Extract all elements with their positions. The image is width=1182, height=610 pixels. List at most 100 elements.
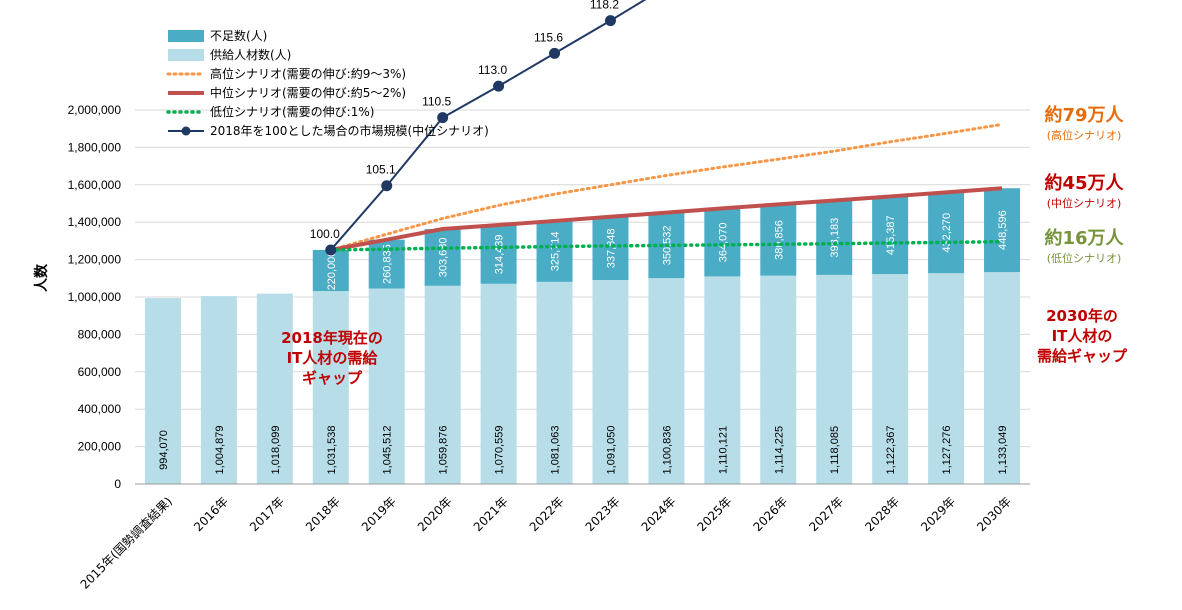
x-tick-label: 2018年 xyxy=(303,494,343,534)
legend-label: 高位シナリオ(需要の伸び:約9〜3%) xyxy=(210,66,406,81)
index-point xyxy=(604,15,616,27)
supply-value-label: 1,114,225 xyxy=(773,426,785,474)
shortage-value-label: 415,387 xyxy=(885,215,897,255)
low-scenario-caption: (低位シナリオ) xyxy=(1047,251,1122,265)
shortage-value-label: 398,183 xyxy=(829,218,841,258)
gap-2018-annotation: ギャップ xyxy=(302,369,363,387)
supply-value-label: 1,045,512 xyxy=(382,426,394,475)
high-scenario-total: 約79万人 xyxy=(1044,104,1124,126)
supply-value-label: 1,070,559 xyxy=(494,426,506,475)
low-scenario-total: 約16万人 xyxy=(1044,227,1124,249)
low-scenario-line xyxy=(329,239,1004,252)
x-tick-label: 2029年 xyxy=(918,494,958,534)
supply-bar xyxy=(480,283,517,484)
y-tick-label: 2,000,000 xyxy=(68,103,122,117)
shortage-bar xyxy=(704,208,741,277)
bars: 994,070 1,004,879 1,018,099 1,031,538 220,00… xyxy=(144,188,1021,484)
supply-bar xyxy=(256,293,293,484)
shortage-value-label: 448,596 xyxy=(997,210,1009,250)
supply-bar xyxy=(984,272,1021,484)
market-index-line: 100.0105.1110.5113.0115.6118.2120.9123.7… xyxy=(310,0,647,256)
legend-label: 供給人材数(人) xyxy=(210,47,291,62)
supply-bar xyxy=(312,291,349,484)
y-tick-label: 1,600,000 xyxy=(68,178,122,192)
index-value-label: 100.0 xyxy=(310,227,340,241)
legend-swatch-marker xyxy=(181,126,191,136)
shortage-bar xyxy=(536,220,573,282)
index-point xyxy=(381,180,393,192)
y-axis-label: 人数 xyxy=(33,263,50,292)
shortage-value-label: 325,714 xyxy=(550,232,562,272)
legend-swatch xyxy=(168,49,204,61)
legend-swatch xyxy=(168,30,204,42)
index-point xyxy=(493,80,505,92)
legend-label: 中位シナリオ(需要の伸び:約5〜2%) xyxy=(210,85,406,100)
shortage-bar xyxy=(760,204,797,276)
supply-bar xyxy=(368,288,405,484)
index-point xyxy=(549,47,561,59)
x-tick-label: 2024年 xyxy=(639,494,679,534)
index-value-label: 113.0 xyxy=(478,63,507,77)
supply-value-label: 1,081,063 xyxy=(550,426,562,475)
legend-label: 不足数(人) xyxy=(210,28,267,43)
gap-2018-annotation: IT人材の需給 xyxy=(287,349,379,367)
supply-bar xyxy=(144,298,181,484)
y-tick-label: 1,200,000 xyxy=(68,253,122,267)
supply-bar xyxy=(424,285,461,484)
gap-2018-annotation: 2018年現在の xyxy=(281,329,383,347)
supply-bar xyxy=(928,273,965,484)
shortage-value-label: 432,270 xyxy=(941,213,953,253)
legend: 不足数(人) 供給人材数(人) 高位シナリオ(需要の伸び:約9〜3%) 中位シナリオ(… xyxy=(166,28,489,138)
shortage-value-label: 364,070 xyxy=(717,222,729,262)
index-value-label: 110.5 xyxy=(422,95,451,109)
index-point xyxy=(325,244,337,256)
x-tick-label: 2027年 xyxy=(806,494,846,534)
supply-bar xyxy=(592,279,629,484)
x-tick-label: 2022年 xyxy=(527,494,567,534)
y-tick-label: 1,000,000 xyxy=(68,290,122,304)
shortage-value-label: 220,000 xyxy=(326,251,338,291)
y-tick-label: 1,800,000 xyxy=(68,140,122,154)
supply-bar xyxy=(536,281,573,484)
y-tick-label: 800,000 xyxy=(78,327,122,341)
supply-value-label: 1,122,367 xyxy=(885,426,897,475)
index-value-label: 118.2 xyxy=(590,0,619,12)
supply-value-label: 1,031,538 xyxy=(326,426,338,475)
shortage-bar xyxy=(872,196,909,275)
shortage-bar xyxy=(816,200,853,275)
x-tick-label: 2023年 xyxy=(583,494,623,534)
high-scenario-caption: (高位シナリオ) xyxy=(1047,128,1122,142)
x-tick-label: 2015年(国勢調査結果) xyxy=(77,494,175,592)
supply-value-label: 1,091,050 xyxy=(605,426,617,475)
index-value-label: 115.6 xyxy=(534,30,563,44)
legend-label: 2018年を100とした場合の市場規模(中位シナリオ) xyxy=(210,123,489,138)
scenario-lines xyxy=(329,122,1004,252)
x-tick-label: 2025年 xyxy=(694,494,734,534)
y-axis-ticks: 0 200,000 400,000 600,000 800,000 1,000,000 1,… xyxy=(68,103,122,491)
shortage-value-label: 303,680 xyxy=(438,238,450,278)
x-tick-label: 2021年 xyxy=(471,494,511,534)
supply-bar xyxy=(760,275,797,484)
shortage-bar xyxy=(424,229,461,286)
x-tick-label: 2026年 xyxy=(750,494,790,534)
y-tick-label: 400,000 xyxy=(78,402,122,416)
y-tick-label: 0 xyxy=(114,477,121,491)
y-tick-label: 600,000 xyxy=(78,365,122,379)
supply-value-label: 994,070 xyxy=(158,430,170,470)
gap-2030-annotation: 需給ギャップ xyxy=(1037,347,1128,365)
supply-value-label: 1,110,121 xyxy=(717,426,729,474)
x-axis-ticks: 2015年(国勢調査結果) 2016年 2017年 2018年 2019年 2020年 20… xyxy=(77,494,1014,592)
supply-bar xyxy=(872,274,909,484)
x-tick-label: 2017年 xyxy=(247,494,287,534)
y-tick-label: 1,400,000 xyxy=(68,215,122,229)
shortage-value-label: 260,835 xyxy=(382,244,394,284)
gap-2030-annotation: IT人材の xyxy=(1052,327,1113,345)
supply-bar xyxy=(704,276,741,484)
shortage-bar xyxy=(984,188,1021,273)
mid-scenario-line xyxy=(330,186,1003,252)
x-tick-label: 2030年 xyxy=(974,494,1014,534)
supply-value-label: 1,100,836 xyxy=(661,426,673,475)
supply-value-label: 1,004,879 xyxy=(214,426,226,475)
